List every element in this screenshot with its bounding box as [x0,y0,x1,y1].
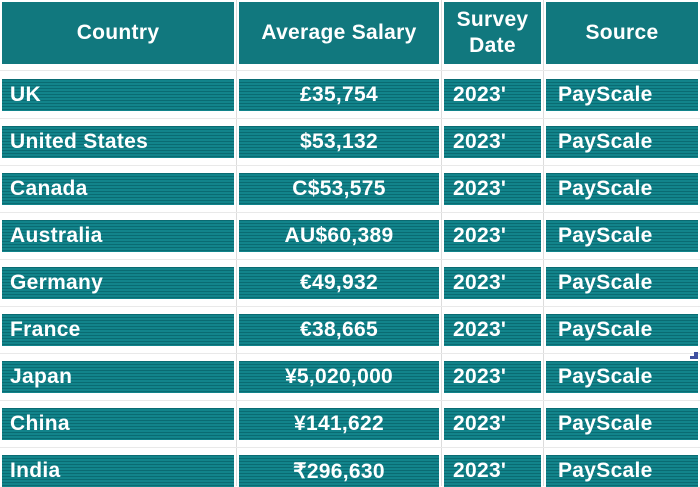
table-row: China ¥141,622 2023' PayScale [2,408,698,440]
cell-salary: ¥141,622 [239,408,439,440]
gridline [0,306,700,307]
cell-survey-date: 2023' [444,220,541,252]
cell-source: PayScale [546,455,698,487]
cell-salary: AU$60,389 [239,220,439,252]
table-row: Germany €49,932 2023' PayScale [2,267,698,299]
cell-country: Japan [2,361,234,393]
resize-handle-icon [690,352,698,359]
header-source: Source [546,2,698,64]
cell-salary: ₹296,630 [239,455,439,487]
cell-source: PayScale [546,173,698,205]
cell-survey-date: 2023' [444,79,541,111]
table-row: Canada C$53,575 2023' PayScale [2,173,698,205]
cell-salary: C$53,575 [239,173,439,205]
cell-survey-date: 2023' [444,408,541,440]
header-country: Country [2,2,234,64]
cell-country: China [2,408,234,440]
gridline [0,118,700,119]
gridline [0,212,700,213]
gridline [0,400,700,401]
header-survey-date: Survey Date [444,2,541,64]
cell-survey-date: 2023' [444,361,541,393]
table-row: Japan ¥5,020,000 2023' PayScale [2,361,698,393]
gridline [543,0,544,486]
table-row: Australia AU$60,389 2023' PayScale [2,220,698,252]
cell-country: Australia [2,220,234,252]
cell-salary: ¥5,020,000 [239,361,439,393]
cell-source: PayScale [546,408,698,440]
table-row: France €38,665 2023' PayScale [2,314,698,346]
gridline [236,0,237,486]
cell-survey-date: 2023' [444,173,541,205]
cell-country: Canada [2,173,234,205]
cell-survey-date: 2023' [444,126,541,158]
cell-source: PayScale [546,220,698,252]
cell-source: PayScale [546,126,698,158]
table-row: UK £35,754 2023' PayScale [2,79,698,111]
cell-source: PayScale [546,267,698,299]
cell-survey-date: 2023' [444,314,541,346]
gridline [0,447,700,448]
gridline [441,0,442,486]
cell-source: PayScale [546,361,698,393]
cell-country: UK [2,79,234,111]
table-row: India ₹296,630 2023' PayScale [2,455,698,487]
table-header-row: Country Average Salary Survey Date Sourc… [2,2,698,64]
cell-source: PayScale [546,79,698,111]
cell-survey-date: 2023' [444,455,541,487]
gridline [0,353,700,354]
cell-country: France [2,314,234,346]
cell-survey-date: 2023' [444,267,541,299]
cell-salary: $53,132 [239,126,439,158]
cell-source: PayScale [546,314,698,346]
header-average-salary: Average Salary [239,2,439,64]
cell-country: United States [2,126,234,158]
cell-salary: €49,932 [239,267,439,299]
gridline [0,70,700,71]
gridline [0,259,700,260]
table-row: United States $53,132 2023' PayScale [2,126,698,158]
gridline [0,165,700,166]
cell-salary: £35,754 [239,79,439,111]
cell-country: India [2,455,234,487]
cell-country: Germany [2,267,234,299]
cell-salary: €38,665 [239,314,439,346]
